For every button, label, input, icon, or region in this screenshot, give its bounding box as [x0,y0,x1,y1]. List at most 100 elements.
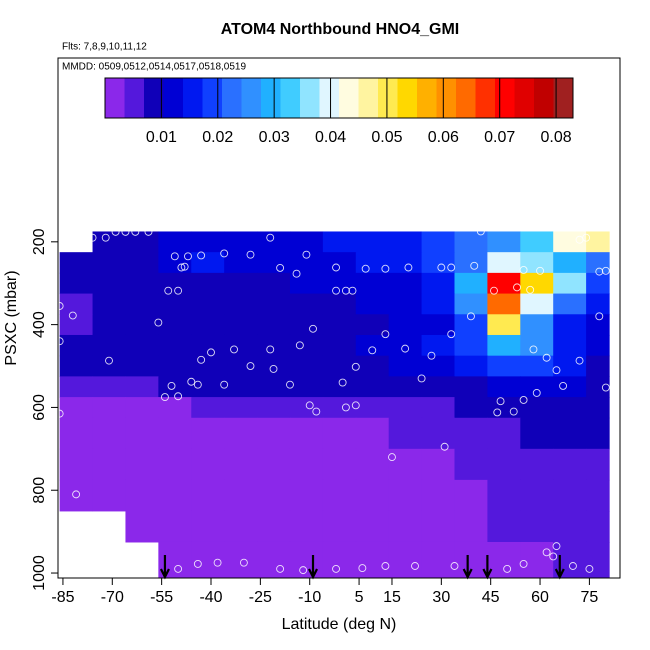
curtain-cell [125,293,159,315]
curtain-cell [92,355,126,377]
curtain-cell [92,314,126,336]
curtain-cell [322,231,357,253]
sample-point [55,409,64,418]
sample-point [568,562,577,570]
curtain-cell [520,334,554,357]
sample-point [552,542,561,551]
curtain-cell [257,252,291,274]
curtain-cell [586,397,610,419]
sample-point [401,344,410,353]
curtain-cell [421,231,455,253]
curtain-cell [355,448,390,481]
curtain-cell [191,376,225,398]
curtain-cell [520,397,554,419]
chart-subtitle: Flts: 7,8,9,10,11,12 [62,42,147,53]
curtain-cell [487,231,521,253]
sample-point [299,566,308,575]
curtain-cell [125,272,159,295]
sample-point [476,227,485,236]
curtain-cell [322,510,357,543]
colorbar-swatch [144,78,164,118]
curtain-cell [421,272,455,295]
curtain-cell [92,376,126,398]
y-axis-label: PSXC (mbar) [3,270,20,365]
curtain-cell [553,252,587,274]
sample-point [286,380,294,389]
sample-point [332,263,340,272]
curtain-cell [289,355,324,377]
curtain-cell [289,479,324,512]
curtain-cell [257,541,291,578]
curtain-cell [355,231,390,253]
curtain-cell [322,314,357,336]
curtain-cell [586,314,610,336]
colorbar-swatch [124,78,145,118]
curtain-cell [224,541,258,578]
sample-point [111,227,120,236]
curtain-cell [520,355,554,377]
curtain-cell [125,376,159,398]
curtain-cell [257,376,291,398]
curtain-cell [322,272,357,295]
curtain-cell [158,448,192,481]
curtain-cell [355,314,390,336]
curtain-cell [191,334,225,357]
curtain-cell [322,417,357,450]
curtain-cell [191,479,225,512]
curtain-cell [224,479,258,512]
curtain-cell [191,397,225,419]
sample-point [582,233,591,242]
curtain-cell [92,479,126,512]
curtain-cell [257,314,291,336]
curtain-cell [355,376,390,398]
curtain-cell [322,448,357,481]
colorbar-swatch [397,78,418,118]
curtain-cell [355,479,390,512]
curtain-cell [421,510,455,543]
sample-point [341,403,350,412]
colorbar-swatch [436,78,457,118]
x-tick-label: -85 [51,589,74,606]
sample-point [417,374,426,383]
curtain-cell [92,397,126,419]
curtain-cell [388,272,423,295]
sample-point [197,355,206,364]
curtain-cell [224,355,258,377]
curtain-cell [487,252,521,274]
x-tick-label: -70 [101,589,124,606]
curtain-cell [586,293,610,315]
curtain-cell [487,314,521,336]
curtain-cell [355,293,390,315]
curtain-cell [520,314,554,336]
curtain-cell [553,397,587,419]
curtain-cell [257,448,291,481]
sample-point [332,564,340,573]
curtain-cell [257,293,291,315]
curtain-cell [224,376,258,398]
curtain-cell [158,417,192,450]
curtain-cell [421,355,455,377]
sample-point [542,548,551,557]
curtain-cell [421,479,455,512]
curtain-cell [322,252,357,274]
curtain-cell [158,231,192,253]
sample-point [509,407,518,416]
curtain-cell [257,510,291,543]
curtain-cell [520,293,554,315]
curtain-cell [289,417,324,450]
sample-point [552,366,561,375]
curtain-cell [586,479,610,512]
curtain-cell [421,314,455,336]
colorbar-tick-label: 0.03 [259,129,290,146]
sample-point [58,235,67,244]
curtain-cell [487,510,521,543]
curtain-cell [59,355,94,377]
curtain-cell [388,510,423,543]
sample-point [348,286,357,295]
curtain-cell [553,376,587,398]
curtain-cell [92,252,126,274]
colorbar-tick-label: 0.07 [484,129,515,146]
curtain-cell [553,293,587,315]
curtain-cell [59,272,94,295]
sample-point [266,233,275,242]
